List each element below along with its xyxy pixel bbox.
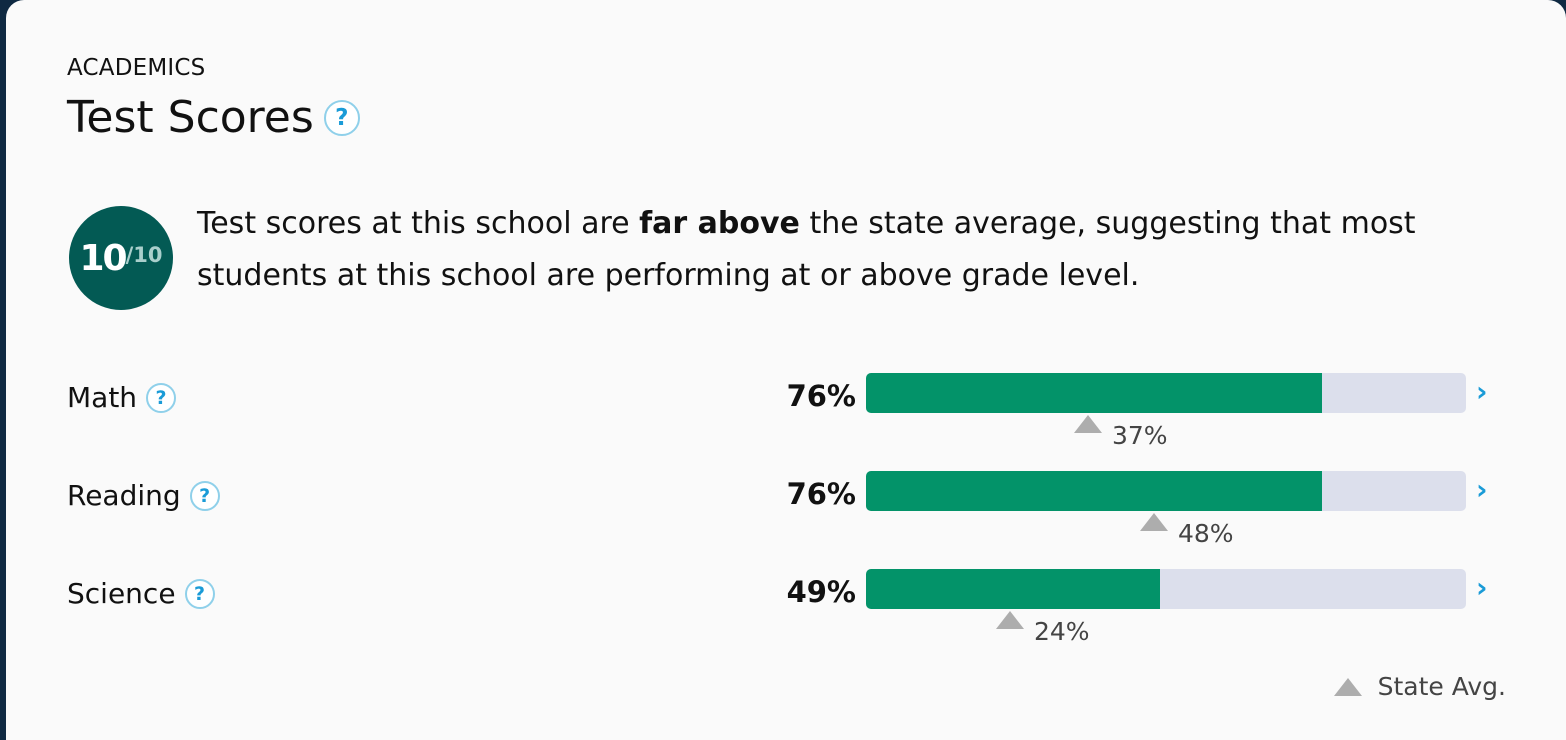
subject-label: Science?: [67, 577, 215, 610]
state-avg-triangle-icon: [1074, 415, 1102, 433]
score-bar-fill: [866, 569, 1160, 609]
subject-label: Reading?: [67, 479, 220, 512]
summary-after: the state average, suggesting that most …: [197, 206, 1416, 293]
subject-row-reading[interactable]: Reading? 76% 48% ›: [6, 471, 1566, 548]
section-eyebrow: ACADEMICS: [67, 55, 206, 81]
subject-row-math[interactable]: Math? 76% 37% ›: [6, 373, 1566, 450]
legend-label: State Avg.: [1377, 672, 1506, 701]
rating-score: 10: [79, 237, 127, 279]
title-text: Test Scores: [67, 92, 314, 143]
summary-before: Test scores at this school are: [197, 206, 640, 241]
test-scores-card: ACADEMICS Test Scores ? 10 /10 Test scor…: [6, 0, 1566, 740]
chevron-right-icon[interactable]: ›: [1476, 473, 1488, 506]
state-avg-value: 48%: [1178, 519, 1234, 548]
score-bar-track: [866, 373, 1466, 413]
state-avg-triangle-icon: [1333, 677, 1362, 696]
score-bar-fill: [866, 373, 1322, 413]
subject-name: Reading: [67, 479, 181, 512]
help-icon[interactable]: ?: [323, 99, 360, 136]
rating-out-of: /10: [125, 243, 163, 267]
subject-name: Math: [67, 381, 138, 414]
subject-label: Math?: [67, 381, 177, 414]
score-bar-track: [866, 569, 1466, 609]
help-icon[interactable]: ?: [146, 382, 177, 413]
subject-row-science[interactable]: Science? 49% 24% ›: [6, 569, 1566, 646]
page-title: Test Scores ?: [67, 92, 360, 143]
state-avg-triangle-icon: [996, 611, 1024, 629]
help-icon[interactable]: ?: [184, 578, 215, 609]
subject-percent: 76%: [786, 379, 856, 413]
state-avg-triangle-icon: [1140, 513, 1168, 531]
subject-percent: 49%: [786, 575, 856, 609]
score-bar-fill: [866, 471, 1322, 511]
score-bar-track: [866, 471, 1466, 511]
legend: State Avg.: [1333, 672, 1506, 701]
chevron-right-icon[interactable]: ›: [1476, 375, 1488, 408]
subject-name: Science: [67, 577, 176, 610]
state-avg-value: 24%: [1034, 617, 1090, 646]
subject-percent: 76%: [786, 477, 856, 511]
chevron-right-icon[interactable]: ›: [1476, 571, 1488, 604]
help-icon[interactable]: ?: [189, 480, 220, 511]
summary-emphasis: far above: [639, 206, 800, 241]
summary-text: Test scores at this school are far above…: [197, 198, 1517, 302]
rating-badge: 10 /10: [69, 206, 173, 310]
state-avg-value: 37%: [1112, 421, 1168, 450]
